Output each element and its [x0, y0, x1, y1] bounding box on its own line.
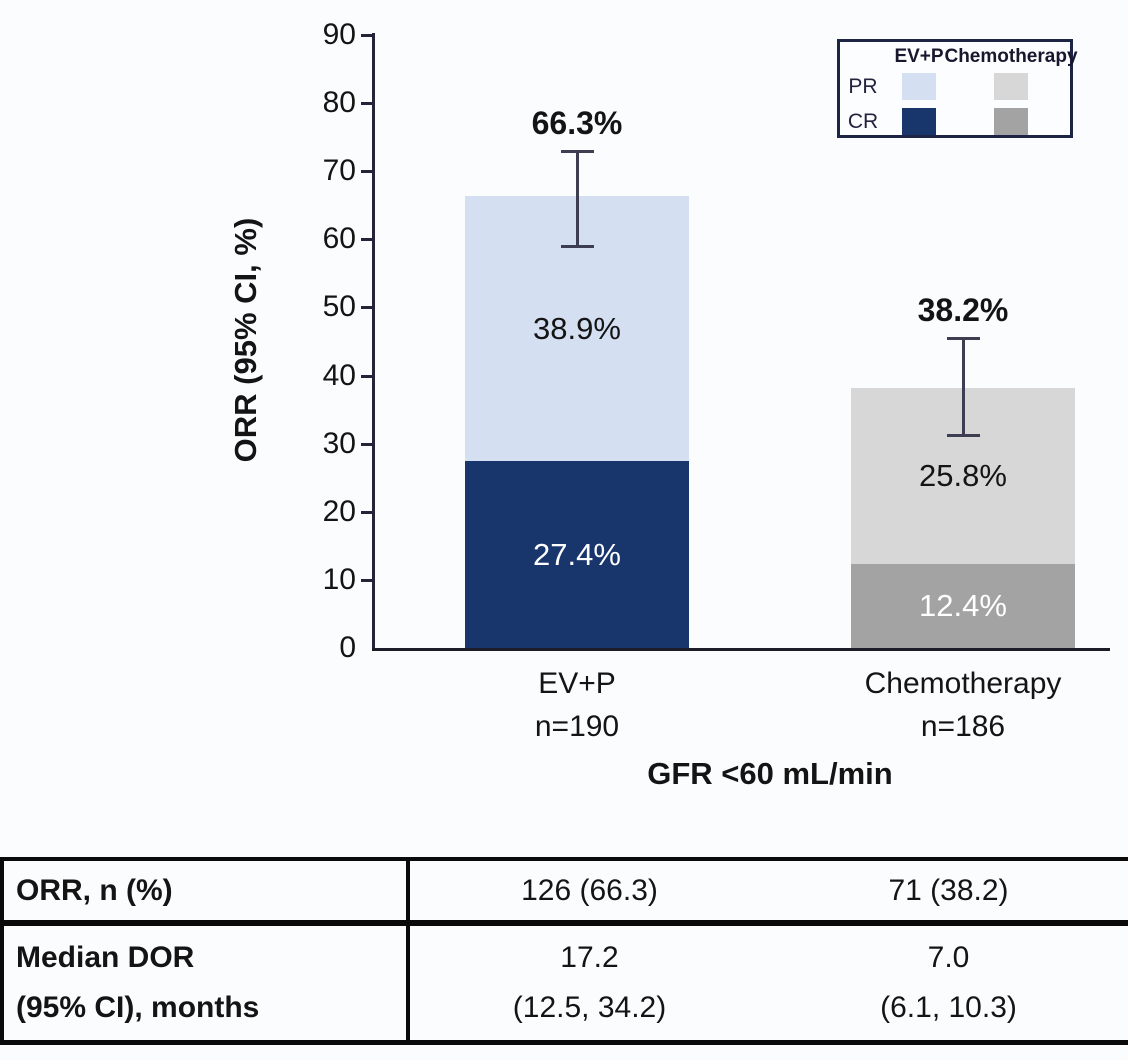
table-row2-label-line2: (95% CI), months: [16, 991, 260, 1024]
y-axis-tick-label: 30: [322, 426, 356, 460]
x-axis-category-label: Chemotherapy n=186: [803, 662, 1123, 748]
y-axis-tick-label: 70: [322, 154, 356, 188]
category-name: EV+P: [538, 667, 616, 700]
y-axis-tick: [361, 578, 372, 582]
table-row2-chemotherapy-line1: 7.0: [927, 941, 970, 974]
bar-total-label: 38.2%: [917, 292, 1009, 329]
table-row2-evp-line1: 17.2: [560, 941, 619, 974]
y-axis-tick-label: 10: [322, 562, 356, 596]
y-axis-tick: [361, 510, 372, 514]
table-column-divider: [406, 857, 410, 1045]
y-axis-tick: [361, 238, 372, 242]
y-axis-tick: [361, 34, 372, 37]
error-bar-line: [961, 338, 965, 436]
y-axis-tick: [361, 170, 372, 174]
y-axis-tick: [361, 306, 372, 310]
table-row1-label: ORR, n (%): [16, 874, 173, 907]
table-row1-evp-value: 126 (66.3): [521, 874, 658, 907]
y-axis-tick-label: 90: [322, 18, 356, 51]
legend-header-evp: EV+P: [894, 45, 944, 67]
bar-segment-cr-evp: 27.4%: [465, 461, 689, 648]
table-row2-chemotherapy-line2: (6.1, 10.3): [880, 991, 1017, 1024]
legend-swatch-cr-evp: [902, 108, 936, 135]
legend-header-chemotherapy: Chemotherapy: [944, 45, 1078, 67]
table-row1-chemotherapy-value: 71 (38.2): [888, 874, 1009, 907]
y-axis-title: ORR (95% CI, %): [228, 217, 263, 463]
category-n: n=190: [534, 710, 620, 743]
y-axis-tick-label: 40: [322, 358, 356, 392]
table-bottom-rule: [0, 1040, 1128, 1045]
table-row2-evp-value: 17.2 (12.5, 34.2): [410, 933, 769, 1033]
legend-swatch-cr-chemotherapy: [994, 108, 1028, 135]
y-axis-tick-label: 0: [339, 631, 356, 664]
bar-total-label: 66.3%: [531, 105, 623, 142]
error-bar-cap-top: [560, 150, 594, 154]
y-axis-line: [372, 33, 375, 651]
error-bar-line: [575, 151, 579, 247]
bar-segment-cr-chemotherapy: 12.4%: [851, 563, 1075, 648]
category-n: n=186: [920, 710, 1006, 743]
legend-row-label-pr: PR: [848, 74, 878, 98]
x-axis-line: [372, 648, 1110, 651]
y-axis-tick-label: 80: [322, 86, 356, 120]
y-axis-tick-label: 60: [322, 222, 356, 256]
table-row2-label: Median DOR (95% CI), months: [0, 933, 406, 1033]
table-row2-evp-line2: (12.5, 34.2): [512, 991, 667, 1024]
category-name: Chemotherapy: [864, 667, 1062, 700]
table-left-border: [0, 857, 4, 1045]
y-axis-tick-label: 20: [322, 494, 356, 528]
error-bar-cap-top: [946, 337, 980, 341]
chart-legend: EV+P Chemotherapy PR CR: [837, 39, 1078, 138]
legend-swatch-pr-chemotherapy: [994, 73, 1028, 100]
x-axis-title: GFR <60 mL/min: [647, 756, 893, 791]
table-row2-label-line1: Median DOR: [16, 941, 195, 974]
legend-swatch-pr-evp: [902, 73, 936, 100]
table-middle-rule: [0, 920, 1128, 926]
x-axis-category-label: EV+P n=190: [417, 662, 737, 748]
error-bar-cap-bottom: [560, 245, 594, 249]
legend-row-label-cr: CR: [847, 109, 879, 133]
y-axis-tick: [361, 374, 372, 378]
y-axis-tick: [361, 442, 372, 446]
table-top-rule: [0, 857, 1128, 861]
table-row2-chemotherapy-value: 7.0 (6.1, 10.3): [769, 933, 1128, 1033]
y-axis-tick-label: 50: [322, 290, 356, 324]
y-axis-tick: [361, 102, 372, 106]
error-bar-cap-bottom: [946, 434, 980, 438]
